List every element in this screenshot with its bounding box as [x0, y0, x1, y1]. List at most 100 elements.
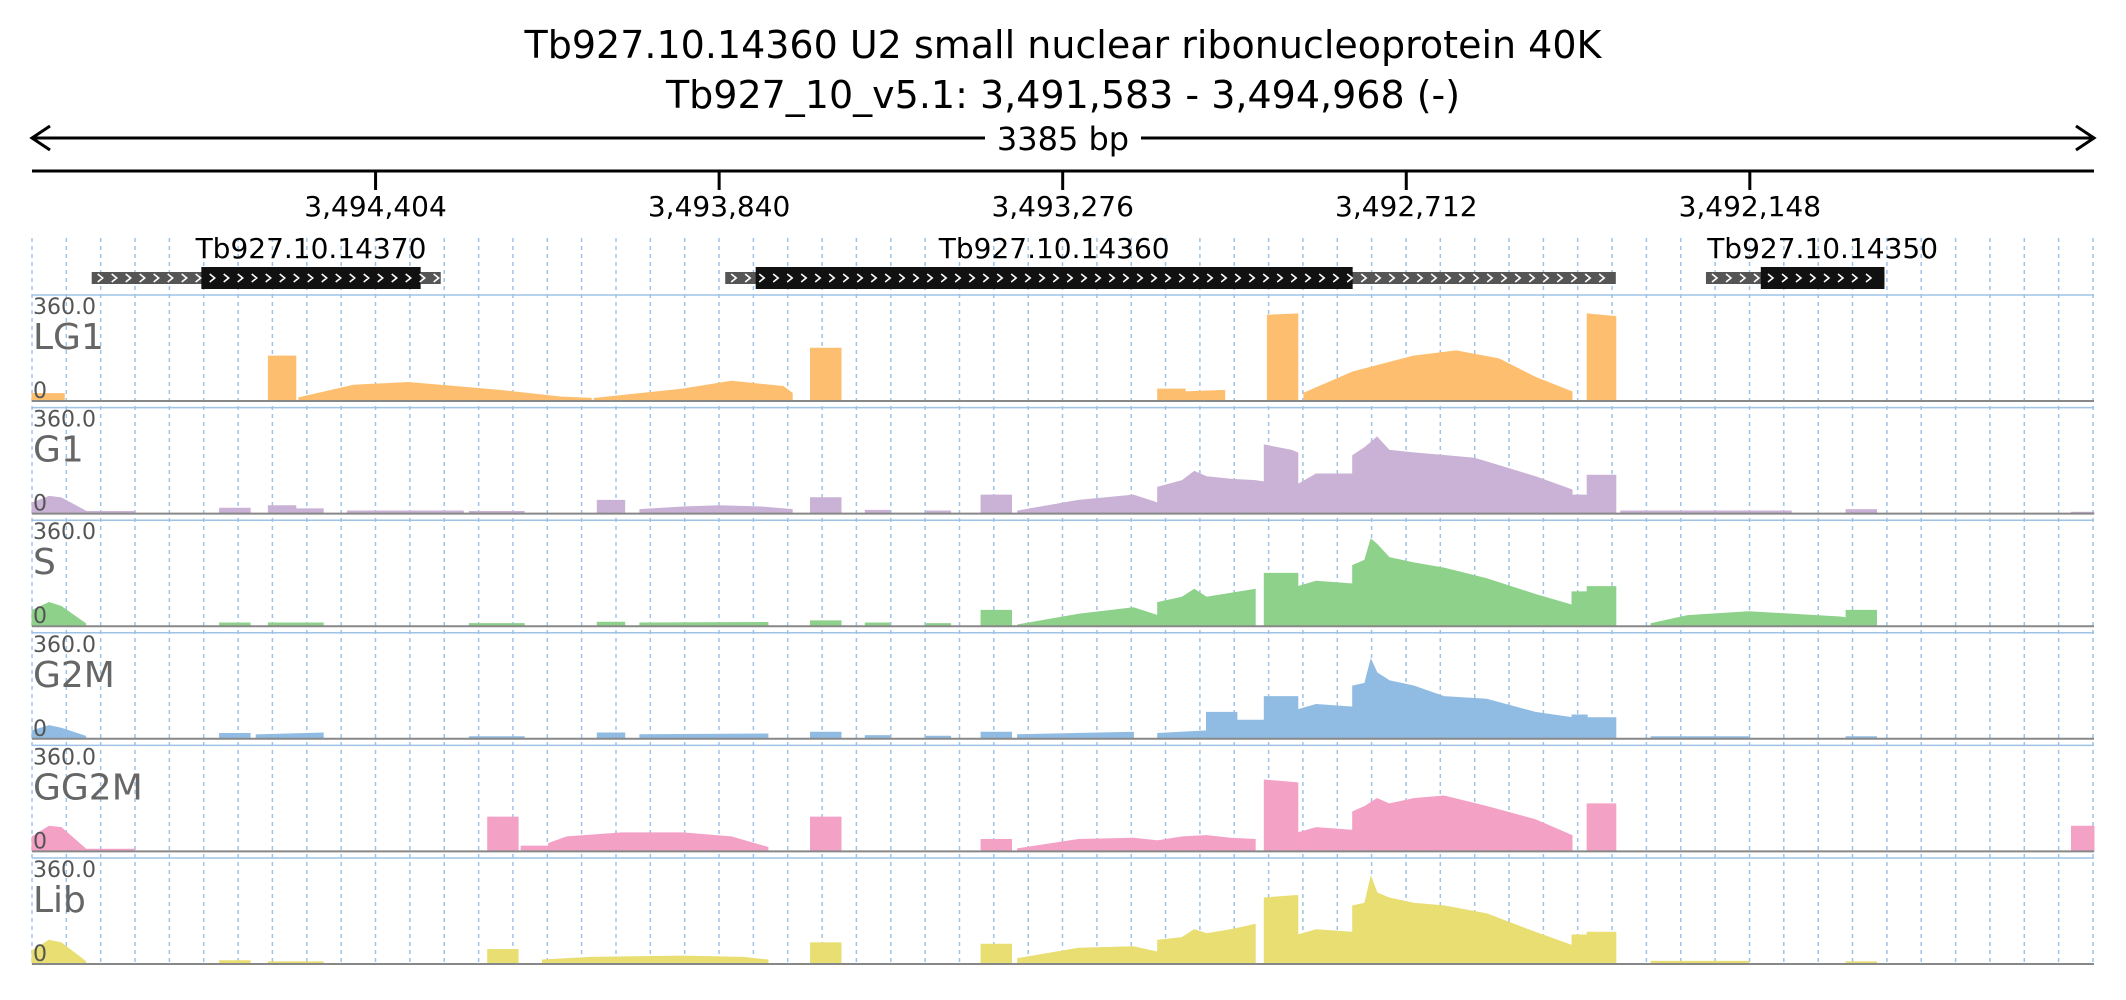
position-ticks: 3,494,404 3,493,840 3,493,276 3,492,712 3,49… — [304, 171, 1821, 223]
track-name-label: G1 — [33, 430, 84, 471]
track-ymin-label: 0 — [33, 604, 47, 629]
coverage-segment — [1297, 473, 1354, 515]
coverage-segment — [1157, 923, 1256, 965]
position-tick-label: 3,494,404 — [304, 190, 447, 223]
scale-bar: 3385 bp — [29, 120, 2097, 173]
gene-label: Tb927.10.14350 — [1706, 232, 1938, 265]
gene-label: Tb927.10.14370 — [195, 232, 427, 265]
gene-label: Tb927.10.14360 — [938, 232, 1170, 265]
coverage-segment — [593, 380, 793, 402]
coverage-segment — [1586, 803, 1617, 852]
coverage-segment — [980, 839, 1012, 852]
coverage-segment — [810, 942, 842, 965]
gene-title: Tb927.10.14360 U2 small nuclear ribonucl… — [524, 23, 1602, 67]
locus-title: Tb927_10_v5.1: 3,491,583 - 3,494,968 (-) — [665, 73, 1461, 117]
coverage-segment — [487, 816, 519, 852]
strand-arrow-icon — [97, 273, 440, 283]
coverage-segment — [548, 832, 769, 852]
track-ymax-label: 360.0 — [33, 520, 96, 545]
scale-label-bg — [985, 120, 1141, 156]
track-ymax-label: 360.0 — [33, 858, 96, 883]
position-tick-label: 3,493,276 — [991, 190, 1134, 223]
coverage-segment — [267, 505, 297, 515]
coverage-segment — [1586, 313, 1617, 402]
coverage-segment — [1017, 494, 1159, 515]
strand-arrow-icon — [730, 273, 1606, 283]
gene-models: Tb927.10.14370 Tb927.10.14360 Tb927.10.143… — [91, 232, 1938, 289]
coverage-segment — [596, 499, 626, 515]
coverage-segment — [1845, 609, 1877, 627]
coverage-segment — [2071, 825, 2095, 852]
track-ymin-label: 0 — [33, 492, 47, 517]
coverage-segment — [1157, 470, 1265, 515]
coverage-segment — [1297, 929, 1354, 965]
gene-cds — [1760, 267, 1885, 289]
coverage-segment — [980, 494, 1012, 515]
coverage-segment — [810, 497, 842, 515]
track-ymax-label: 360.0 — [33, 633, 96, 658]
track-ymax-label: 360.0 — [33, 408, 96, 433]
scale-span-label: 3385 bp — [997, 120, 1129, 158]
track-ymin-label: 0 — [33, 829, 47, 854]
coverage-segment — [542, 955, 769, 965]
coverage-segment — [639, 505, 793, 515]
coverage-segment — [1263, 894, 1299, 965]
coverage-segment — [1586, 586, 1617, 627]
coverage-segment — [267, 355, 297, 402]
coverage-segment — [1157, 835, 1256, 852]
track-ymin-label: 0 — [33, 717, 47, 742]
coverage-segment — [980, 943, 1012, 965]
coverage-segment — [1236, 719, 1265, 740]
scale-arrow-right-icon — [2075, 124, 2097, 152]
coverage-segment — [1571, 591, 1588, 627]
coverage-segment — [1263, 444, 1299, 515]
coverage-segment — [1297, 827, 1354, 852]
position-tick-label: 3,493,840 — [648, 190, 791, 223]
position-tick-label: 3,492,148 — [1679, 190, 1822, 223]
coverage-segment — [980, 609, 1012, 627]
coverage-segment — [1571, 714, 1588, 740]
coverage-segment — [1586, 931, 1617, 965]
track-name-label: Lib — [33, 880, 86, 921]
coverage-segment — [1352, 795, 1573, 852]
position-tick-label: 3,492,712 — [1335, 190, 1478, 223]
coverage-segment — [1352, 436, 1573, 515]
coverage-segment — [1263, 696, 1299, 740]
coverage-segment — [1297, 580, 1354, 627]
track-g1: 360.0G1 0 — [31, 406, 2095, 517]
coverage-segment — [1157, 388, 1186, 402]
coverage-segment — [1586, 474, 1617, 515]
track-ymax-label: 360.0 — [33, 745, 96, 770]
coverage-segment — [810, 347, 842, 402]
track-ymin-label: 0 — [33, 379, 47, 404]
coverage-segment — [1017, 946, 1159, 965]
coverage-segment — [1017, 607, 1159, 627]
coverage-segment — [1352, 875, 1573, 965]
coverage-segment — [1571, 934, 1588, 965]
coverage-segment — [1263, 779, 1299, 852]
track-name-label: S — [33, 542, 56, 583]
coverage-segment — [1352, 658, 1573, 740]
strand-arrow-icon — [1711, 273, 1873, 283]
coverage-segment — [1157, 730, 1207, 740]
coverage-segment — [1206, 711, 1238, 740]
grid-lines — [31, 238, 2094, 962]
coverage-segment — [1571, 494, 1588, 515]
coverage-segment — [1157, 588, 1256, 627]
coverage-segment — [1266, 313, 1299, 402]
coverage-segment — [1352, 538, 1573, 627]
track-ymin-label: 0 — [33, 942, 47, 967]
scale-arrow-left-icon — [29, 124, 51, 152]
track-s: 360.0S 0 — [31, 519, 2094, 629]
coverage-segment — [810, 816, 842, 852]
coverage-segment — [1263, 572, 1299, 627]
coverage-segment — [487, 949, 519, 965]
coverage-segment — [1017, 837, 1159, 852]
coverage-tracks: 360.0LG10360.0G10360.0S0360.0G2M0360.0GG… — [31, 294, 2095, 967]
coverage-segment — [1184, 389, 1226, 402]
